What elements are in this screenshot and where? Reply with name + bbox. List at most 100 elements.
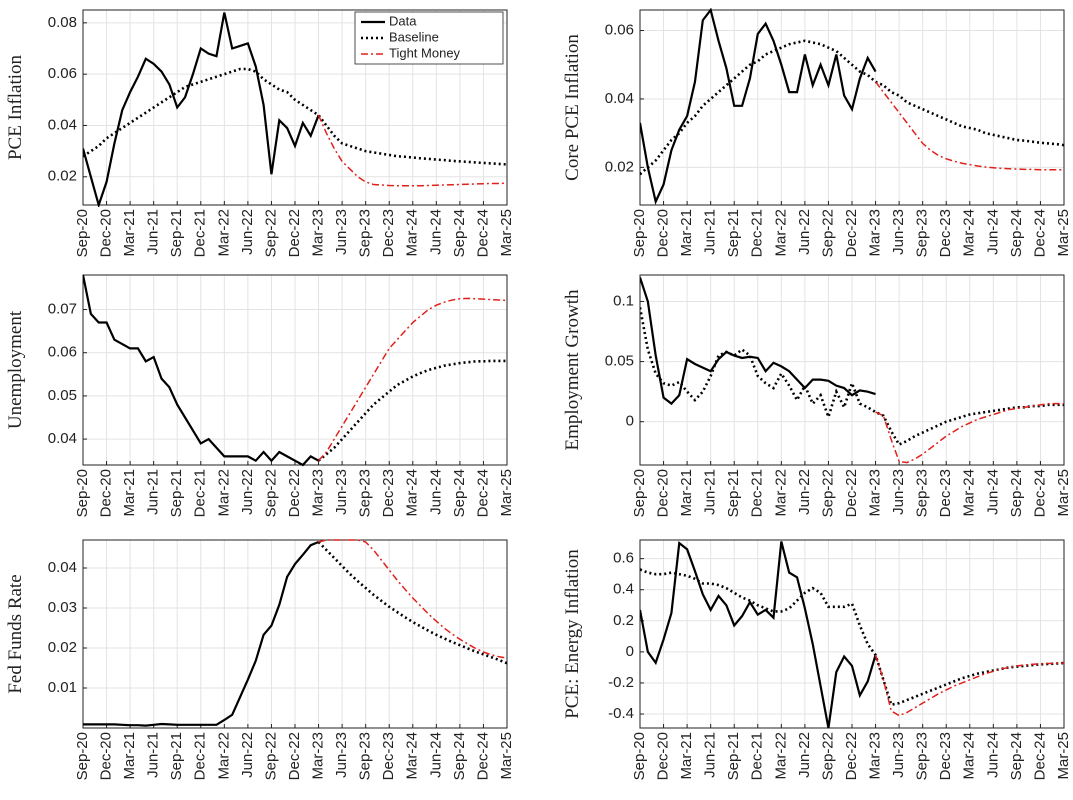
x-tick-label: Dec-23 xyxy=(937,732,954,780)
y-tick-label: -0.2 xyxy=(608,674,634,691)
y-axis-label: PCE: Energy Inflation xyxy=(562,549,583,719)
y-tick-label: 0.4 xyxy=(613,581,634,598)
x-tick-label: Mar-25 xyxy=(1055,732,1072,780)
x-tick-label: Mar-22 xyxy=(772,469,789,517)
series-line xyxy=(640,39,1064,176)
y-tick-label: 0.02 xyxy=(48,639,77,656)
x-tick-label: Jun-23 xyxy=(333,469,350,515)
x-tick-label: Dec-22 xyxy=(286,209,303,257)
legend-label: Baseline xyxy=(389,29,439,44)
x-tick-label: Mar-22 xyxy=(215,469,232,517)
x-tick-label: Mar-24 xyxy=(961,469,978,517)
y-tick-label: 0.2 xyxy=(613,612,634,629)
x-tick-label: Sep-24 xyxy=(1008,469,1025,517)
x-tick-label: Sep-22 xyxy=(819,732,836,780)
y-tick-label: 0 xyxy=(626,413,634,430)
x-tick-label: Jun-21 xyxy=(145,209,162,255)
x-tick-label: Dec-22 xyxy=(843,469,860,517)
x-tick-label: Dec-20 xyxy=(98,732,115,780)
x-tick-label: Sep-24 xyxy=(451,469,468,517)
x-tick-label: Mar-23 xyxy=(310,732,327,780)
x-tick-label: Dec-23 xyxy=(380,732,397,780)
x-tick-label: Sep-23 xyxy=(357,209,374,257)
y-tick-label: 0.02 xyxy=(605,158,634,175)
x-tick-label: Jun-21 xyxy=(145,732,162,778)
x-tick-label: Dec-21 xyxy=(192,732,209,780)
subplot: Sep-20 Dec-20 Mar-21 Jun-21 Sep-21 Dec-21 Mar-… xyxy=(562,539,1072,780)
x-tick-label: Mar-24 xyxy=(404,469,421,517)
x-tick-label: Mar-25 xyxy=(498,209,515,257)
series-line xyxy=(640,307,1064,447)
x-tick-label: Sep-20 xyxy=(74,209,91,257)
x-tick-label: Dec-23 xyxy=(937,209,954,257)
y-tick-label: 0 xyxy=(626,643,634,660)
subplot: Sep-20 Dec-20 Mar-21 Jun-21 Sep-21 Dec-21 Mar-… xyxy=(5,274,515,517)
x-tick-label: Dec-22 xyxy=(843,209,860,257)
series-line xyxy=(318,297,507,462)
x-tick-label: Jun-22 xyxy=(239,469,256,515)
x-tick-label: Jun-22 xyxy=(796,209,813,255)
x-tick-label: Sep-23 xyxy=(914,209,931,257)
x-tick-label: Mar-22 xyxy=(215,209,232,257)
x-tick-label: Jun-23 xyxy=(333,732,350,778)
x-tick-label: Jun-24 xyxy=(984,732,1001,778)
x-tick-label: Jun-23 xyxy=(333,209,350,255)
series-line xyxy=(640,8,877,205)
subplot: Sep-20 Dec-20 Mar-21 Jun-21 Sep-21 Dec-21 Mar-… xyxy=(5,539,515,780)
y-axis-label: Fed Funds Rate xyxy=(5,574,26,693)
x-tick-label: Sep-24 xyxy=(451,732,468,780)
x-tick-label: Dec-23 xyxy=(380,469,397,517)
x-tick-label: Sep-21 xyxy=(725,732,742,780)
y-tick-label: 0.03 xyxy=(48,599,77,616)
x-tick-label: Mar-25 xyxy=(498,732,515,780)
series-line xyxy=(83,274,320,467)
legend-box xyxy=(354,11,504,65)
x-tick-label: Mar-23 xyxy=(867,732,884,780)
subplot: Sep-20 Dec-20 Mar-21 Jun-21 Sep-21 Dec-21 Mar-… xyxy=(5,9,515,257)
x-tick-label: Dec-24 xyxy=(474,732,491,780)
y-tick-label: 0.04 xyxy=(48,430,77,447)
x-tick-label: Sep-23 xyxy=(357,732,374,780)
x-tick-label: Dec-24 xyxy=(1031,732,1048,780)
axes-box xyxy=(639,9,1065,206)
subplot: Sep-20 Dec-20 Mar-21 Jun-21 Sep-21 Dec-21 Mar-… xyxy=(562,274,1072,517)
x-tick-label: Sep-21 xyxy=(168,209,185,257)
y-axis-label: Employment Growth xyxy=(562,289,583,450)
x-tick-label: Sep-20 xyxy=(74,469,91,517)
x-tick-label: Jun-22 xyxy=(796,469,813,515)
x-tick-label: Mar-21 xyxy=(121,732,138,780)
x-tick-label: Mar-23 xyxy=(867,469,884,517)
x-tick-label: Dec-24 xyxy=(474,209,491,257)
y-tick-label: 0.05 xyxy=(48,387,77,404)
x-tick-label: Mar-25 xyxy=(1055,209,1072,257)
x-tick-label: Mar-24 xyxy=(961,732,978,780)
x-tick-label: Dec-21 xyxy=(192,209,209,257)
x-tick-label: Sep-23 xyxy=(914,469,931,517)
x-tick-label: Jun-24 xyxy=(984,469,1001,515)
x-tick-label: Jun-23 xyxy=(890,209,907,255)
axes-box xyxy=(639,539,1065,729)
series-line xyxy=(640,541,877,729)
y-tick-label: 0.1 xyxy=(613,292,634,309)
x-tick-label: Sep-20 xyxy=(631,209,648,257)
x-tick-label: Dec-21 xyxy=(749,469,766,517)
axes-box xyxy=(82,9,508,206)
x-tick-label: Dec-24 xyxy=(474,469,491,517)
x-tick-label: Jun-24 xyxy=(427,732,444,778)
x-tick-label: Jun-23 xyxy=(890,732,907,778)
x-tick-label: Jun-21 xyxy=(145,469,162,515)
y-tick-label: 0.06 xyxy=(605,21,634,38)
y-axis-label: PCE Inflation xyxy=(5,54,26,160)
x-tick-label: Mar-24 xyxy=(404,732,421,780)
x-tick-label: Sep-20 xyxy=(74,732,91,780)
x-tick-label: Jun-21 xyxy=(702,732,719,778)
series-line xyxy=(317,114,507,187)
series-line xyxy=(874,81,1064,171)
series-line xyxy=(640,277,876,406)
x-tick-label: Mar-22 xyxy=(772,209,789,257)
x-tick-label: Dec-22 xyxy=(286,732,303,780)
axes-box xyxy=(82,539,508,729)
x-tick-label: Dec-21 xyxy=(192,469,209,517)
x-tick-label: Sep-24 xyxy=(1008,209,1025,257)
